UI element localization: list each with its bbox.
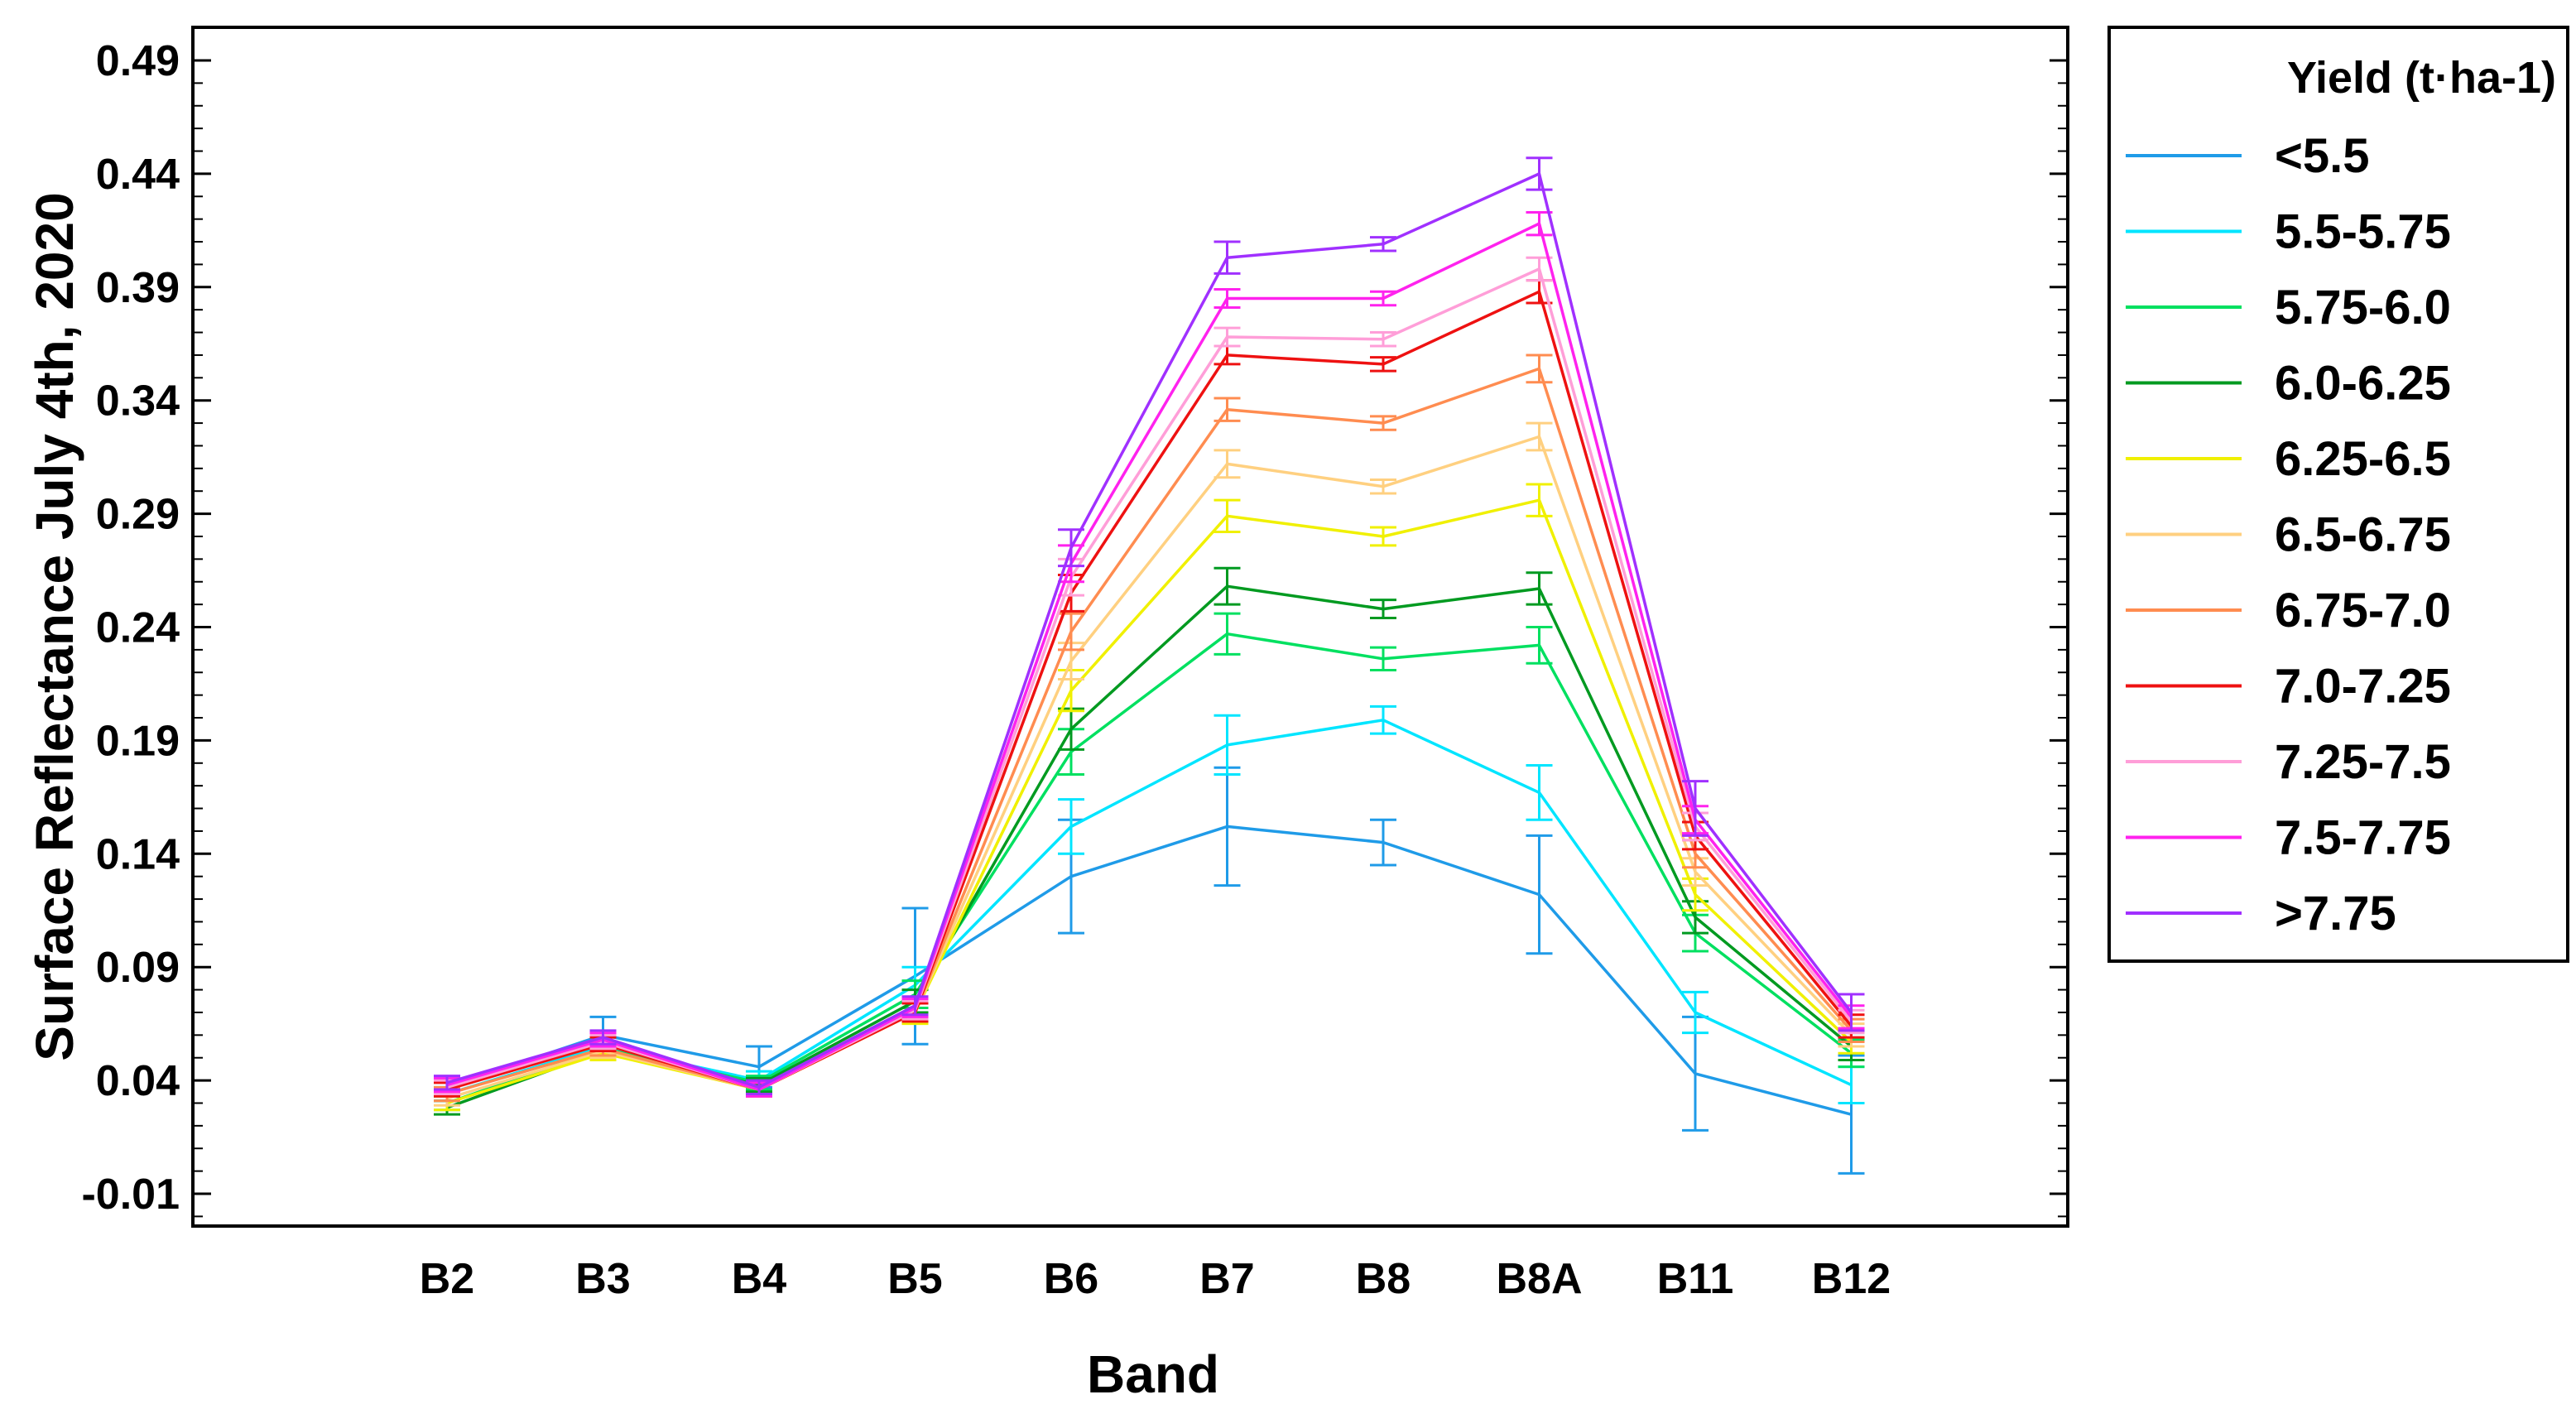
x-axis: B2 B3 B4 B5 B6 B7 B8 B8A B11 B12 xyxy=(420,1255,1891,1303)
error-bar xyxy=(1526,764,1553,821)
error-bar xyxy=(1370,526,1396,547)
x-tick-label: B8A xyxy=(1496,1255,1582,1303)
y-axis: -0.01 0.04 0.09 0.14 0.19 0.24 0.29 0.34 0.39 0.4… xyxy=(81,37,2068,1219)
error-bar xyxy=(1214,612,1241,656)
error-bar xyxy=(1526,353,1553,384)
error-bar xyxy=(1838,993,1865,1032)
legend-item: 7.0-7.25 xyxy=(2126,660,2451,714)
series-line xyxy=(446,222,1853,1091)
y-tick-label: 0.29 xyxy=(96,491,180,539)
error-bar xyxy=(1526,483,1553,517)
legend-item: 6.25-6.5 xyxy=(2126,432,2451,486)
x-tick-label: B8 xyxy=(1356,1255,1411,1303)
legend-box xyxy=(2107,26,2569,963)
error-bar xyxy=(1058,528,1084,568)
series-line xyxy=(446,367,1853,1096)
error-bar xyxy=(589,1029,617,1046)
legend-label: 7.0-7.25 xyxy=(2275,660,2451,714)
legend-item: 7.5-7.75 xyxy=(2126,811,2451,865)
y-tick-label: 0.34 xyxy=(96,377,180,426)
x-tick-label: B5 xyxy=(887,1255,942,1303)
legend-item: 7.25-7.5 xyxy=(2126,735,2451,789)
error-bar xyxy=(746,1079,772,1096)
error-bar xyxy=(1370,415,1396,431)
legend-item: 6.5-6.75 xyxy=(2126,508,2451,562)
x-axis-title: Band xyxy=(1087,1344,1219,1404)
legend-item: >7.75 xyxy=(2126,887,2396,940)
error-bar xyxy=(1370,646,1396,672)
legend-label: 7.5-7.75 xyxy=(2275,811,2451,865)
error-bar xyxy=(1370,236,1396,252)
error-bar xyxy=(1370,331,1396,348)
series-layer xyxy=(434,156,1865,1175)
x-tick-label: B12 xyxy=(1812,1255,1891,1303)
legend-item: 6.75-7.0 xyxy=(2126,584,2451,637)
error-bar xyxy=(1682,780,1709,837)
y-tick-label: 0.09 xyxy=(96,944,180,992)
legend: Yield (t·ha-1) <5.5 5.5-5.75 5.75-6.0 6.0-6… xyxy=(2107,26,2569,963)
legend-label: 6.25-6.5 xyxy=(2275,432,2451,486)
plot-frame xyxy=(191,26,2069,1228)
y-tick-label: 0.14 xyxy=(96,830,180,878)
error-bar xyxy=(1214,498,1241,534)
y-tick-label: 0.39 xyxy=(96,264,180,312)
error-bar xyxy=(1526,156,1553,191)
legend-label: 6.75-7.0 xyxy=(2275,584,2451,637)
legend-label: 7.25-7.5 xyxy=(2275,735,2451,789)
error-bar xyxy=(1370,356,1396,373)
legend-items: <5.5 5.5-5.75 5.75-6.0 6.0-6.25 6.25-6.5 6.5-… xyxy=(2126,129,2451,940)
error-bar xyxy=(1370,599,1396,620)
y-tick-label: 0.44 xyxy=(96,151,180,199)
x-tick-label: B3 xyxy=(575,1255,630,1303)
error-bar xyxy=(434,1075,460,1091)
legend-label: 5.75-6.0 xyxy=(2275,281,2451,334)
legend-item: 5.5-5.75 xyxy=(2126,205,2451,259)
y-tick-label: 0.04 xyxy=(96,1057,180,1105)
error-bar xyxy=(1214,714,1241,776)
y-tick-label: -0.01 xyxy=(81,1171,180,1219)
x-tick-label: B11 xyxy=(1657,1255,1734,1303)
error-bar xyxy=(1214,326,1241,348)
error-bar xyxy=(1214,566,1241,606)
x-tick-label: B7 xyxy=(1199,1255,1254,1303)
error-bar xyxy=(1370,818,1396,867)
y-tick-label: 0.19 xyxy=(96,717,180,765)
series-line xyxy=(446,172,1853,1089)
legend-title: Yield (t·ha-1) xyxy=(2287,53,2556,103)
series-line xyxy=(446,825,1852,1116)
legend-label: 5.5-5.75 xyxy=(2275,205,2451,259)
y-axis-title: Surface Reflectance July 4th, 2020 xyxy=(25,192,84,1060)
error-bar xyxy=(1214,449,1241,479)
error-bar xyxy=(1370,704,1396,735)
error-bar xyxy=(1214,240,1241,275)
error-bar xyxy=(1682,990,1709,1035)
x-tick-label: B6 xyxy=(1044,1255,1098,1303)
y-tick-label: 0.24 xyxy=(96,604,180,652)
error-bar xyxy=(901,995,929,1017)
series-10 xyxy=(434,156,1865,1096)
error-bar xyxy=(1526,421,1553,452)
error-bar xyxy=(1058,798,1084,855)
error-bar xyxy=(1214,288,1241,309)
error-bar xyxy=(1526,834,1553,955)
x-tick-label: B2 xyxy=(420,1255,474,1303)
error-bar xyxy=(1526,626,1553,665)
error-bar xyxy=(1214,397,1241,422)
legend-item: 5.75-6.0 xyxy=(2126,281,2451,334)
legend-label: <5.5 xyxy=(2275,129,2370,183)
legend-label: 6.0-6.25 xyxy=(2275,357,2451,411)
legend-label: 6.5-6.75 xyxy=(2275,508,2451,562)
y-tick-label: 0.49 xyxy=(96,37,180,85)
error-bar xyxy=(1370,478,1396,495)
error-bar xyxy=(1526,571,1553,606)
x-tick-label: B4 xyxy=(732,1255,787,1303)
legend-label: >7.75 xyxy=(2275,887,2396,940)
legend-item: 6.0-6.25 xyxy=(2126,357,2451,411)
error-bar xyxy=(1370,290,1396,307)
legend-item: <5.5 xyxy=(2126,129,2370,183)
